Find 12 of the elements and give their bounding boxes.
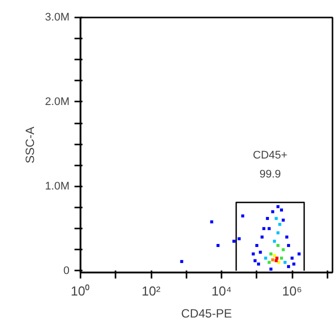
x-tick-label: 10⁰ [70,284,90,298]
annotation: CD45+ [252,149,288,162]
x-tick-label: 10² [142,284,162,298]
x-tick-label: 10⁴ [212,284,232,298]
y-tick-label: 0 [63,264,70,277]
annotation: 99.9 [259,168,281,180]
y-axis-title: SSC-A [23,126,38,164]
x-axis-title: CD45-PE [181,306,232,320]
y-tick-label: 2.0M [45,96,70,108]
x-tick-label: 10⁶ [282,284,302,298]
y-tick-label: 1.0M [45,180,70,192]
y-tick-label: 3.0M [45,12,70,24]
